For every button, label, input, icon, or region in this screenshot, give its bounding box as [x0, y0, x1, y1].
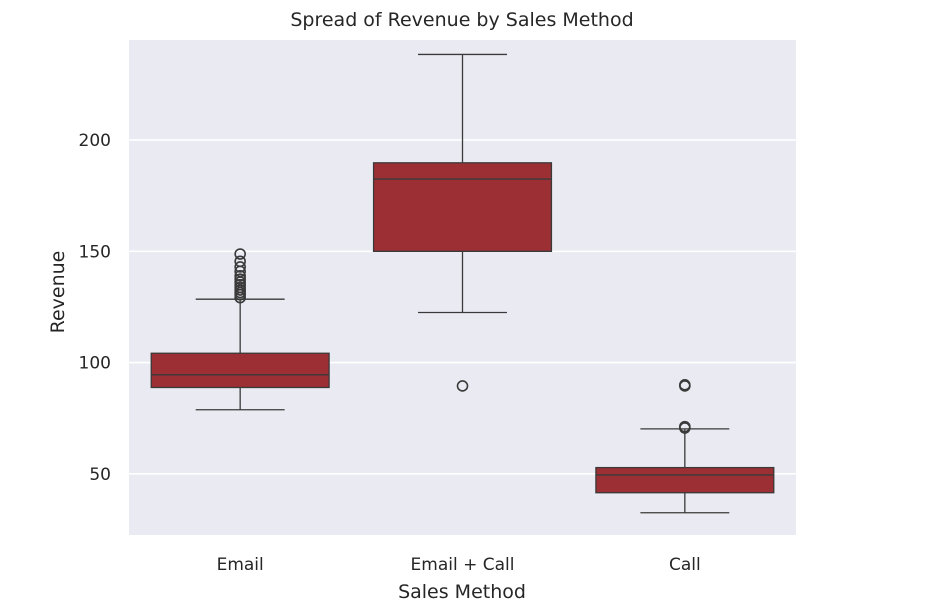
- y-axis-title: Revenue: [47, 251, 69, 334]
- y-tick-label: 150: [79, 242, 111, 262]
- box-iqr: [595, 466, 775, 494]
- outlier-point: [234, 255, 246, 268]
- y-tick-label: 200: [79, 131, 111, 151]
- chart-title: Spread of Revenue by Sales Method: [290, 9, 633, 31]
- x-tick-label: Call: [669, 555, 701, 575]
- box-group-email-call: [372, 53, 553, 392]
- y-tick-label: 50: [89, 465, 111, 485]
- x-axis-title: Sales Method: [398, 581, 526, 603]
- box-iqr: [372, 162, 553, 252]
- x-tick-label: Email: [217, 555, 264, 575]
- outlier-point: [679, 420, 691, 433]
- outlier-point: [234, 248, 246, 260]
- boxes: [150, 53, 775, 514]
- tick-labels: 50 100 150 200 Email Email + Call Call: [79, 131, 701, 575]
- outlier-point: [679, 379, 691, 391]
- box-group-email: [150, 248, 330, 411]
- box-group-call: [595, 379, 775, 514]
- y-tick-label: 100: [79, 354, 111, 374]
- outlier-point: [456, 380, 469, 392]
- outlier-point: [234, 273, 246, 285]
- outlier-point: [234, 261, 246, 273]
- outlier-point: [234, 270, 246, 282]
- box-iqr: [150, 352, 330, 389]
- x-tick-label: Email + Call: [411, 555, 515, 575]
